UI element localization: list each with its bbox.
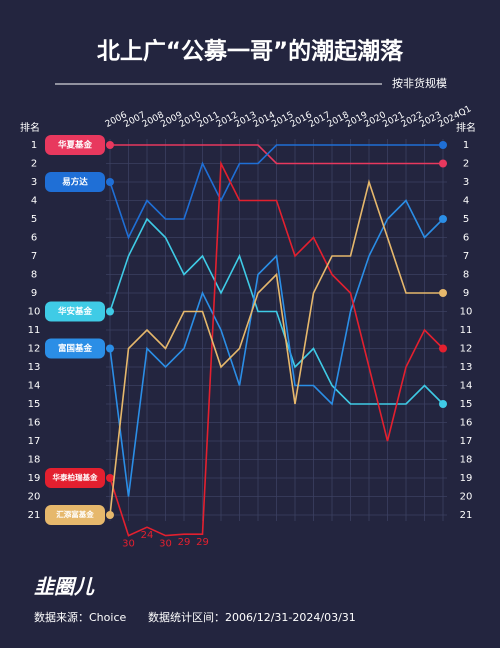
end-dot bbox=[439, 215, 447, 223]
y-tick-label-right: 17 bbox=[460, 436, 473, 447]
y-tick-label: 9 bbox=[31, 288, 37, 299]
y-tick-label: 6 bbox=[31, 233, 37, 244]
beyond-label: 24 bbox=[141, 530, 154, 541]
legend-badge bbox=[45, 135, 105, 155]
y-tick-label: 11 bbox=[28, 325, 41, 336]
y-tick-label: 14 bbox=[28, 381, 41, 392]
end-dot bbox=[439, 400, 447, 408]
legend-badge bbox=[45, 172, 105, 192]
start-dot bbox=[106, 141, 114, 149]
series-line bbox=[109, 217, 444, 405]
y-tick-label-right: 20 bbox=[460, 492, 473, 503]
y-tick-label-right: 21 bbox=[460, 510, 473, 521]
y-tick-label: 10 bbox=[28, 307, 41, 318]
legend-badge bbox=[45, 505, 105, 525]
legend-label: 华夏基金 bbox=[58, 140, 93, 151]
y-tick-label: 16 bbox=[28, 418, 41, 429]
y-tick-label: 4 bbox=[31, 196, 37, 207]
y-tick-label: 3 bbox=[31, 177, 37, 188]
y-tick-label-right: 9 bbox=[463, 288, 469, 299]
y-tick-label-right: 12 bbox=[460, 344, 473, 355]
start-dot bbox=[106, 344, 114, 353]
brand: 韭圈儿 bbox=[34, 575, 95, 599]
y-tick-label-right: 8 bbox=[463, 270, 469, 281]
beyond-label: 29 bbox=[196, 537, 209, 548]
y-tick-label: 7 bbox=[31, 251, 37, 262]
y-label: 排名 bbox=[20, 121, 40, 134]
beyond-label: 30 bbox=[122, 539, 135, 550]
y-tick-label: 2 bbox=[31, 159, 37, 170]
y-tick-label: 15 bbox=[28, 399, 41, 410]
y-tick-label-right: 10 bbox=[460, 307, 473, 318]
y-tick-label-right: 14 bbox=[460, 381, 473, 392]
legend-label: 富国基金 bbox=[58, 343, 93, 354]
legend-badge bbox=[45, 338, 105, 359]
legend-label: 华泰柏瑞基金 bbox=[53, 472, 98, 482]
beyond-label: 30 bbox=[159, 539, 172, 550]
y-tick-label-right: 6 bbox=[463, 233, 469, 244]
y-tick-label-right: 2 bbox=[463, 159, 469, 170]
y-tick-label-right: 11 bbox=[460, 325, 473, 336]
y-tick-label-right: 5 bbox=[463, 214, 469, 225]
legend-label: 华安基金 bbox=[58, 306, 93, 317]
y-tick-label: 18 bbox=[28, 455, 41, 466]
y-tick-label-right: 19 bbox=[460, 473, 473, 484]
beyond-label: 29 bbox=[178, 537, 191, 548]
y-tick-label: 21 bbox=[28, 510, 41, 521]
y-tick-label: 1 bbox=[31, 140, 37, 151]
y-tick-label: 12 bbox=[28, 344, 41, 355]
start-dot bbox=[106, 474, 114, 482]
y-label-right: 排名 bbox=[456, 121, 476, 134]
y-tick-label-right: 13 bbox=[460, 362, 473, 373]
end-dot bbox=[439, 344, 447, 353]
start-dot bbox=[106, 307, 114, 316]
series-line bbox=[109, 179, 443, 516]
period: 数据统计区间：2006/12/31-2024/03/31 bbox=[148, 610, 356, 624]
legend-label: 易方达 bbox=[62, 177, 88, 188]
y-tick-label: 13 bbox=[28, 362, 41, 373]
y-tick-label-right: 1 bbox=[463, 140, 469, 151]
chart-title: 北上广“公募一哥”的潮起潮落 bbox=[97, 38, 404, 65]
y-tick-label-right: 3 bbox=[463, 177, 469, 188]
end-dot bbox=[439, 289, 447, 297]
y-tick-label: 20 bbox=[28, 492, 41, 503]
legend-badge bbox=[45, 468, 105, 488]
y-tick-label: 19 bbox=[28, 473, 41, 484]
end-dot bbox=[439, 159, 447, 168]
series-line bbox=[109, 160, 444, 537]
y-tick-label-right: 7 bbox=[463, 251, 469, 262]
y-tick-label-right: 16 bbox=[460, 418, 473, 429]
legend-badge bbox=[45, 301, 105, 322]
y-tick-label-right: 4 bbox=[463, 196, 469, 207]
series-line bbox=[109, 144, 443, 240]
start-dot bbox=[106, 178, 114, 186]
y-tick-label-right: 18 bbox=[460, 455, 473, 466]
start-dot bbox=[106, 511, 114, 519]
y-tick-label-right: 15 bbox=[460, 399, 473, 410]
end-dot bbox=[439, 141, 447, 149]
y-tick-label: 17 bbox=[28, 436, 41, 447]
source: 数据来源：Choice bbox=[34, 610, 126, 624]
series-line bbox=[110, 144, 443, 165]
y-tick-label: 8 bbox=[31, 270, 37, 281]
y-tick-label: 5 bbox=[31, 214, 37, 225]
legend-label: 汇添富基金 bbox=[56, 509, 94, 519]
subtitle: 按非货规模 bbox=[392, 76, 447, 90]
series-line bbox=[109, 199, 444, 497]
